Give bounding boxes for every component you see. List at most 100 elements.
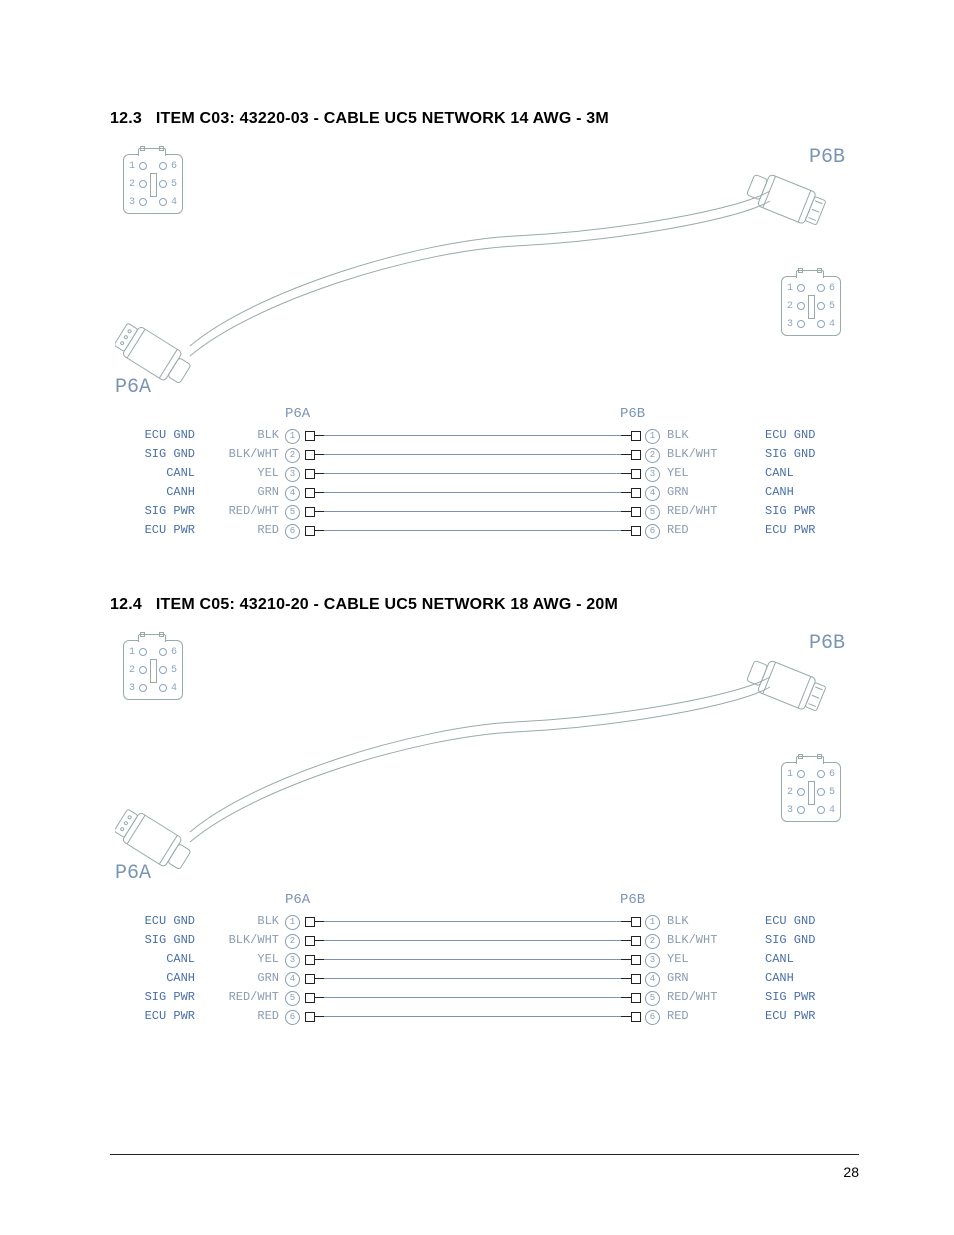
signal-left: SIG GND [115,933,195,947]
wire-line [324,997,621,998]
pin-circle: 6 [285,524,300,539]
document-page: 12.3 ITEM C03: 43220-03 - CABLE UC5 NETW… [0,0,954,1235]
signal-left: CANH [115,971,195,985]
terminal-icon [631,431,641,441]
section-heading: 12.3 ITEM C03: 43220-03 - CABLE UC5 NETW… [110,110,859,128]
wire-stub [314,940,324,941]
wire-stub [314,978,324,979]
wire-stub [621,997,631,998]
wiring-header-right: P6B [620,892,645,908]
wiring-row: ECU PWRRED66REDECU PWR [115,1009,845,1027]
section-title: ITEM C05: 43210-20 - CABLE UC5 NETWORK 1… [156,596,618,613]
terminal-icon [631,526,641,536]
wire-line [324,511,621,512]
wiring-row: ECU PWRRED66REDECU PWR [115,523,845,541]
pin-circle: 1 [285,915,300,930]
wire-line [324,940,621,941]
wirecolor-right: YEL [667,952,729,966]
signal-left: SIG GND [115,447,195,461]
wire-stub [314,959,324,960]
wire-stub [621,454,631,455]
pin-circle: 4 [285,972,300,987]
pin-circle: 3 [645,953,660,968]
wiring-row: ECU GNDBLK11BLKECU GND [115,428,845,446]
wirecolor-left: BLK [217,914,279,928]
pin-circle: 5 [285,505,300,520]
pin-circle: 2 [285,934,300,949]
signal-left: CANL [115,466,195,480]
pin-circle: 4 [285,486,300,501]
cable-diagram: 1 2 3 6 5 4 P6B 1 2 3 6 5 4 P6A [115,146,845,556]
terminal-icon [305,955,315,965]
wire-stub [314,997,324,998]
wirecolor-right: GRN [667,485,729,499]
wirecolor-left: RED [217,523,279,537]
pin-circle: 6 [645,524,660,539]
pin-circle: 6 [285,1010,300,1025]
wirecolor-left: YEL [217,952,279,966]
section-heading: 12.4 ITEM C05: 43210-20 - CABLE UC5 NETW… [110,596,859,614]
wire-stub [621,921,631,922]
pin-circle: 6 [645,1010,660,1025]
cable-diagram: 1 2 3 6 5 4 P6B 1 2 3 6 5 4 P6A [115,632,845,1042]
terminal-icon [305,936,315,946]
wiring-header-left: P6A [285,406,310,422]
wirecolor-left: YEL [217,466,279,480]
wire-stub [314,530,324,531]
wire-line [324,959,621,960]
footer-rule [110,1154,859,1155]
section-number: 12.3 [110,110,142,127]
pin-circle: 2 [645,934,660,949]
wirecolor-right: BLK/WHT [667,933,729,947]
wiring-row: CANHGRN44GRNCANH [115,485,845,503]
pin-circle: 5 [645,991,660,1006]
signal-left: CANL [115,952,195,966]
terminal-icon [305,993,315,1003]
section-title: ITEM C03: 43220-03 - CABLE UC5 NETWORK 1… [156,110,609,127]
terminal-icon [631,955,641,965]
wirecolor-right: GRN [667,971,729,985]
terminal-icon [631,974,641,984]
wire-line [324,492,621,493]
wire-stub [314,435,324,436]
pin-circle: 1 [645,915,660,930]
wire-stub [314,492,324,493]
wire-stub [621,492,631,493]
wirecolor-left: GRN [217,971,279,985]
wirecolor-right: BLK [667,914,729,928]
signal-left: SIG PWR [115,504,195,518]
wiring-row: SIG PWRRED/WHT55RED/WHTSIG PWR [115,504,845,522]
wiring-table: P6A P6B ECU GNDBLK11BLKECU GNDSIG GNDBLK… [115,406,845,556]
wirecolor-left: BLK [217,428,279,442]
wire-line [324,978,621,979]
wirecolor-left: RED [217,1009,279,1023]
wire-line [324,1016,621,1017]
wire-stub [621,511,631,512]
wire-line [324,473,621,474]
terminal-icon [631,1012,641,1022]
wiring-row: SIG PWRRED/WHT55RED/WHTSIG PWR [115,990,845,1008]
wiring-row: CANHGRN44GRNCANH [115,971,845,989]
wire-stub [314,454,324,455]
signal-right: CANH [765,485,794,499]
terminal-icon [631,993,641,1003]
terminal-icon [305,526,315,536]
signal-left: ECU GND [115,914,195,928]
section-number: 12.4 [110,596,142,613]
terminal-icon [305,1012,315,1022]
wirecolor-left: BLK/WHT [217,933,279,947]
terminal-icon [305,450,315,460]
wire-stub [314,473,324,474]
signal-right: SIG GND [765,447,815,461]
wire-stub [621,530,631,531]
terminal-icon [631,450,641,460]
pin-circle: 2 [285,448,300,463]
wiring-header-left: P6A [285,892,310,908]
signal-right: SIG PWR [765,504,815,518]
wire-stub [314,921,324,922]
wiring-row: SIG GND BLK/WHT 2 2 BLK/WHT SIG GND [115,933,845,951]
signal-right: SIG GND [765,933,815,947]
cable-illustration: 1 2 3 6 5 4 P6B 1 2 3 6 5 4 P6A [115,632,845,892]
wire-stub [621,435,631,436]
wirecolor-right: YEL [667,466,729,480]
